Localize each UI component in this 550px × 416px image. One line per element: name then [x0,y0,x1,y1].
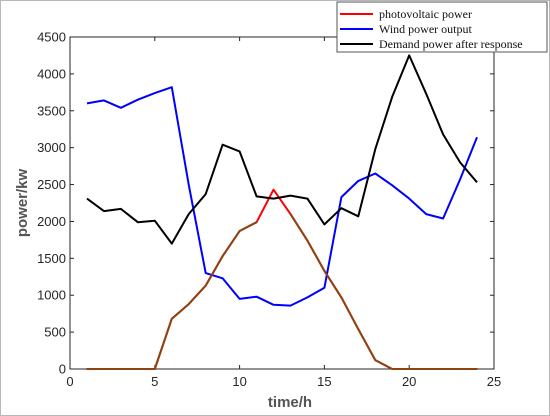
x-tick-label: 15 [317,374,331,389]
y-tick-label: 2500 [37,177,66,192]
demand-power-line [86,54,478,245]
y-tick-label: 3000 [37,140,66,155]
y-tick-label: 500 [44,325,66,340]
y-tick-label: 1000 [37,288,66,303]
wind-power-line [86,86,478,307]
y-tick-label: 2000 [37,214,66,229]
legend: photovoltaic power Wind power output Dem… [336,1,548,53]
photovoltaic-segment [374,359,394,370]
x-tick-label: 25 [487,374,501,389]
photovoltaic-segment [289,213,309,242]
x-tick-label: 5 [151,374,158,389]
y-tick-label: 4000 [37,66,66,81]
axes-box [69,36,495,370]
x-tick-label: 20 [402,374,416,389]
y-tick-label: 4500 [37,30,66,45]
photovoltaic-segment [221,230,241,258]
x-tick-label: 10 [232,374,246,389]
photovoltaic-segment [306,239,326,272]
photovoltaic-segment [340,296,360,331]
photovoltaic-segment [204,255,224,287]
x-tick-label: 0 [66,374,73,389]
legend-label-demand: Demand power after response [379,37,523,51]
y-tick-label: 1500 [37,251,66,266]
photovoltaic-segment [187,284,207,306]
photovoltaic-segment [170,303,190,320]
y-tick-label: 3500 [37,103,66,118]
legend-label-wind: Wind power output [379,22,473,36]
tick-labels: 0 5 10 15 20 25 0 500 1000 1500 2000 2500 3000 3500 40… [37,30,501,390]
y-axis-title: power/kw [14,168,31,237]
photovoltaic-segment [323,269,343,299]
photovoltaic-segment [357,328,377,362]
photovoltaic-segment [153,317,173,370]
x-axis-title: time/h [268,394,312,411]
series-group [85,54,479,370]
y-tick-label: 0 [59,362,66,377]
legend-label-photovoltaic: photovoltaic power [379,7,472,21]
photovoltaic-segment [238,221,258,233]
